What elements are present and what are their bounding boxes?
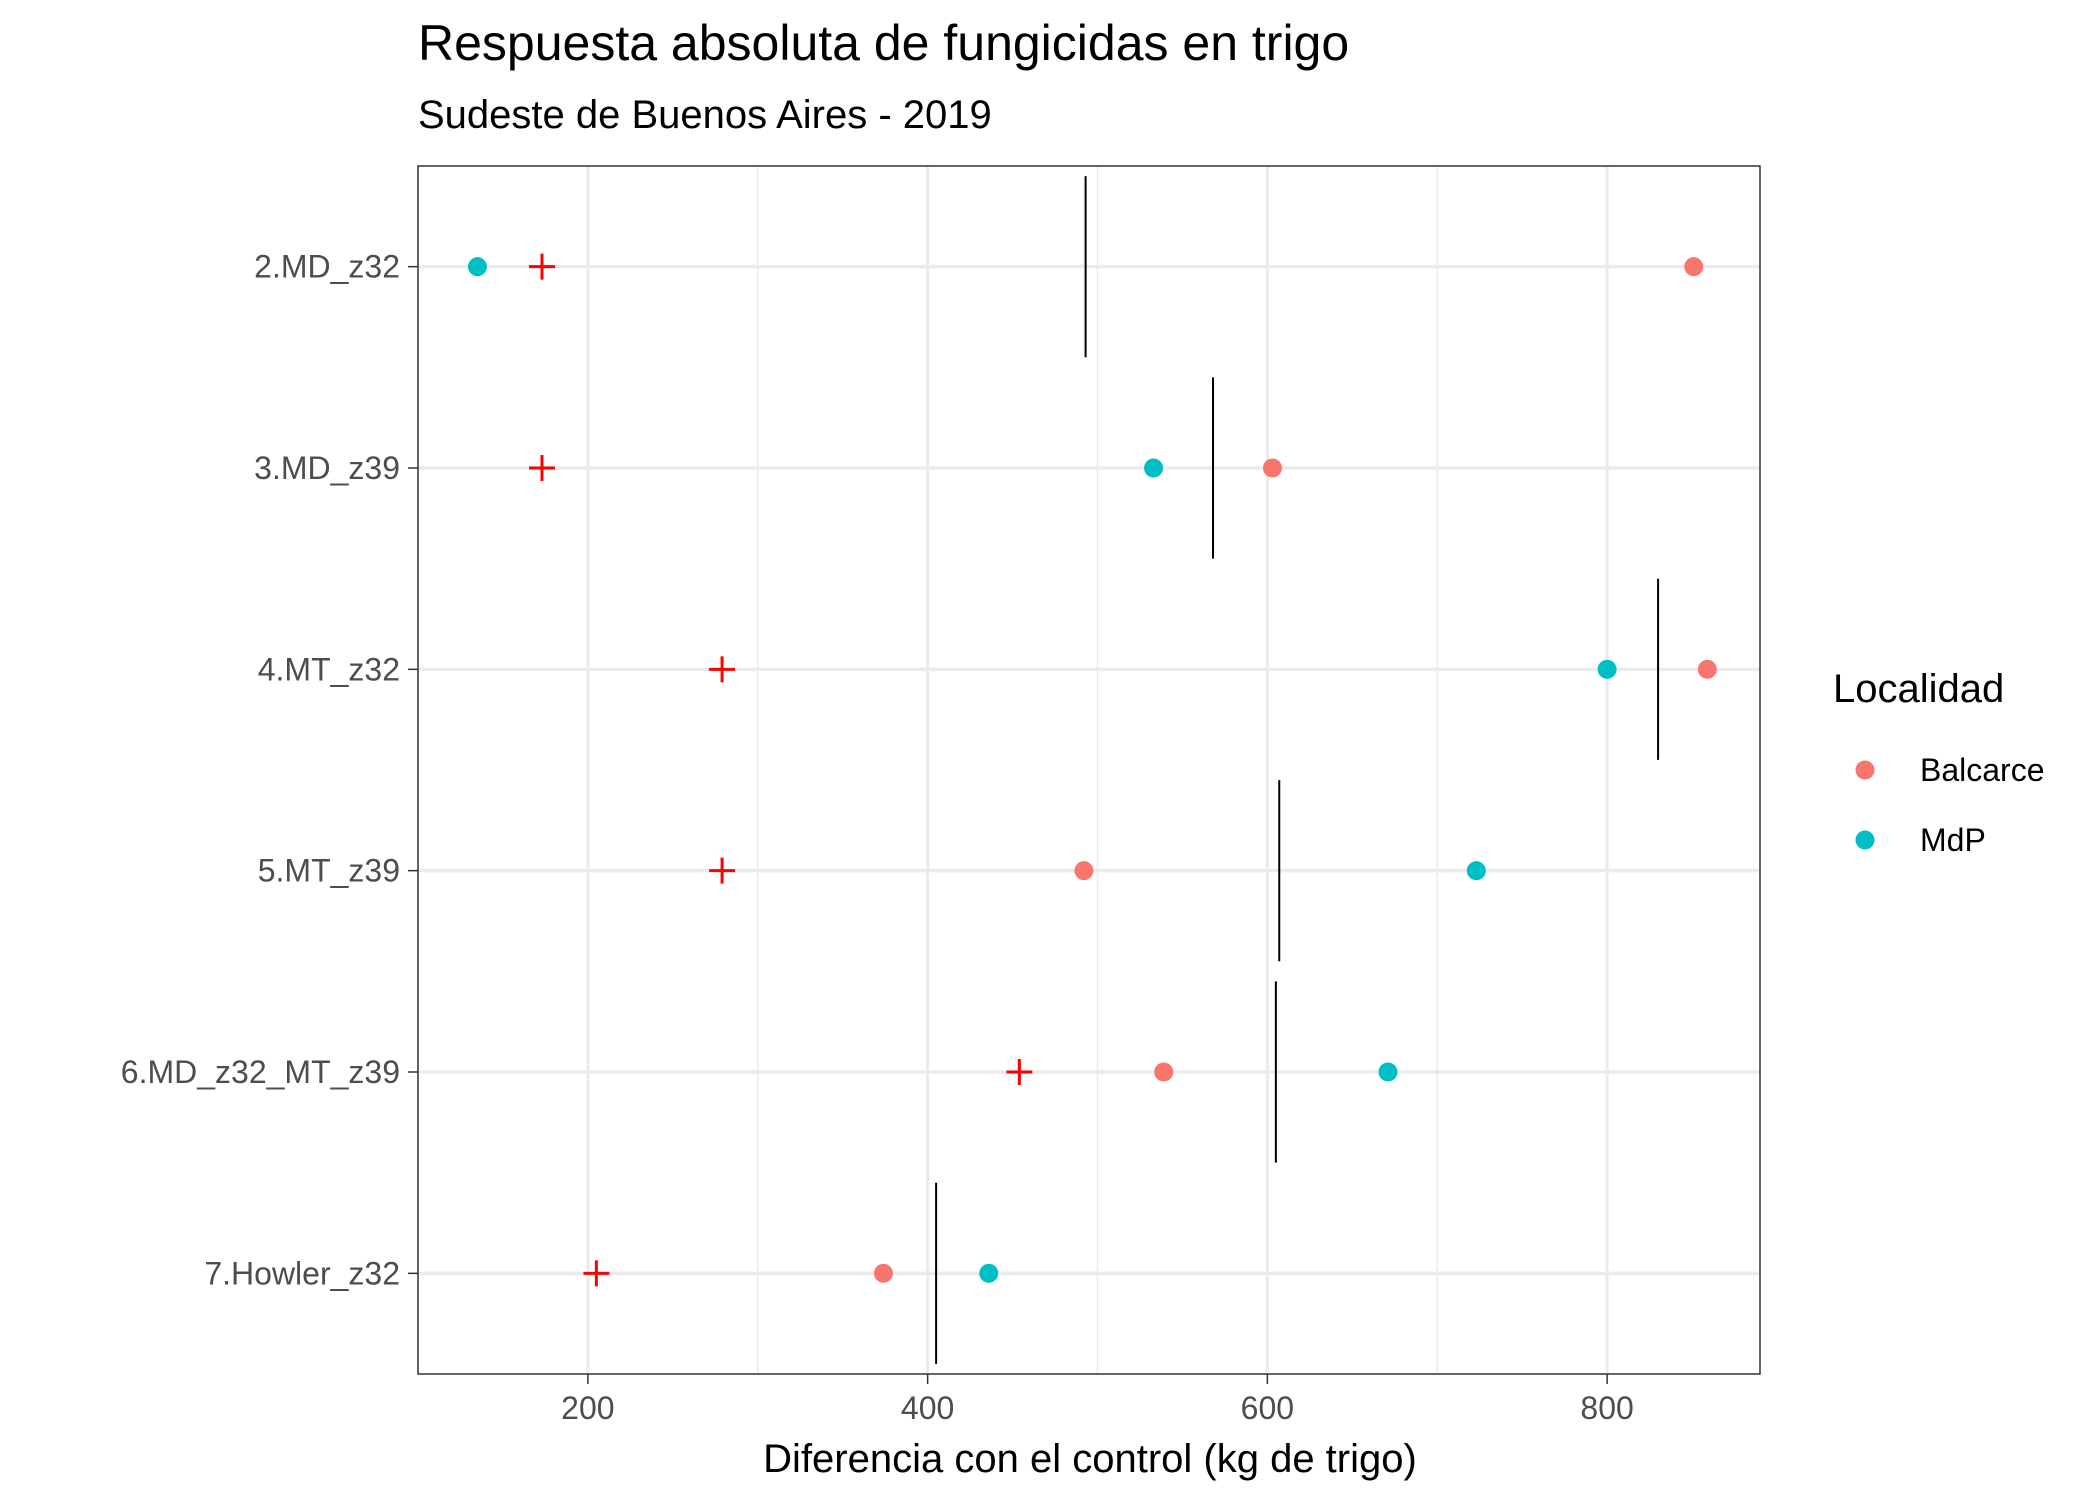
plus-marker (583, 1260, 610, 1287)
plus-marker (529, 253, 556, 280)
plot-panel-border (417, 165, 1761, 1375)
legend-label-balcarce: Balcarce (1920, 752, 2045, 788)
x-tick-label: 800 (1580, 1390, 1633, 1426)
major-gridlines (418, 166, 1760, 1374)
point-balcarce (1697, 659, 1717, 679)
y-tick-label: 5.MT_z39 (258, 853, 400, 889)
legend: Localidad Balcarce MdP (1833, 667, 2045, 858)
y-tick-label: 4.MT_z32 (258, 651, 400, 687)
data-points (467, 257, 1717, 1283)
point-balcarce (1074, 861, 1094, 881)
point-mdp (1144, 458, 1164, 478)
plus-marker (709, 857, 736, 884)
legend-title: Localidad (1833, 667, 2004, 711)
point-balcarce (873, 1263, 893, 1283)
x-tick-label: 200 (561, 1390, 614, 1426)
y-tick-label: 3.MD_z39 (254, 450, 400, 486)
point-mdp (979, 1263, 999, 1283)
x-tick-label: 600 (1241, 1390, 1294, 1426)
legend-key-mdp (1855, 830, 1875, 850)
point-mdp (467, 257, 487, 277)
point-balcarce (1154, 1062, 1174, 1082)
plus-marker (709, 656, 736, 683)
mean-lines (935, 176, 1660, 1364)
point-mdp (1378, 1062, 1398, 1082)
point-mdp (1466, 861, 1486, 881)
point-mdp (1597, 659, 1617, 679)
legend-key-balcarce (1855, 760, 1875, 780)
y-axis: 2.MD_z32 3.MD_z39 4.MT_z32 5.MT_z39 6.MD_z32… (121, 249, 418, 1291)
y-tick-label: 7.Howler_z32 (204, 1255, 400, 1291)
legend-label-mdp: MdP (1920, 822, 1986, 858)
chart-title: Respuesta absoluta de fungicidas en trig… (418, 15, 1349, 71)
plus-marker (1006, 1059, 1033, 1085)
y-tick-label: 2.MD_z32 (254, 249, 400, 285)
x-axis-title: Diferencia con el control (kg de trigo) (763, 1437, 1417, 1481)
x-tick-label: 400 (901, 1390, 954, 1426)
plus-markers (529, 253, 1033, 1287)
chart-subtitle: Sudeste de Buenos Aires - 2019 (418, 93, 992, 137)
plus-marker (529, 455, 556, 481)
y-tick-label: 6.MD_z32_MT_z39 (121, 1054, 400, 1090)
point-balcarce (1684, 257, 1704, 277)
x-axis: 200 400 600 800 (561, 1374, 1634, 1426)
point-balcarce (1262, 458, 1282, 478)
